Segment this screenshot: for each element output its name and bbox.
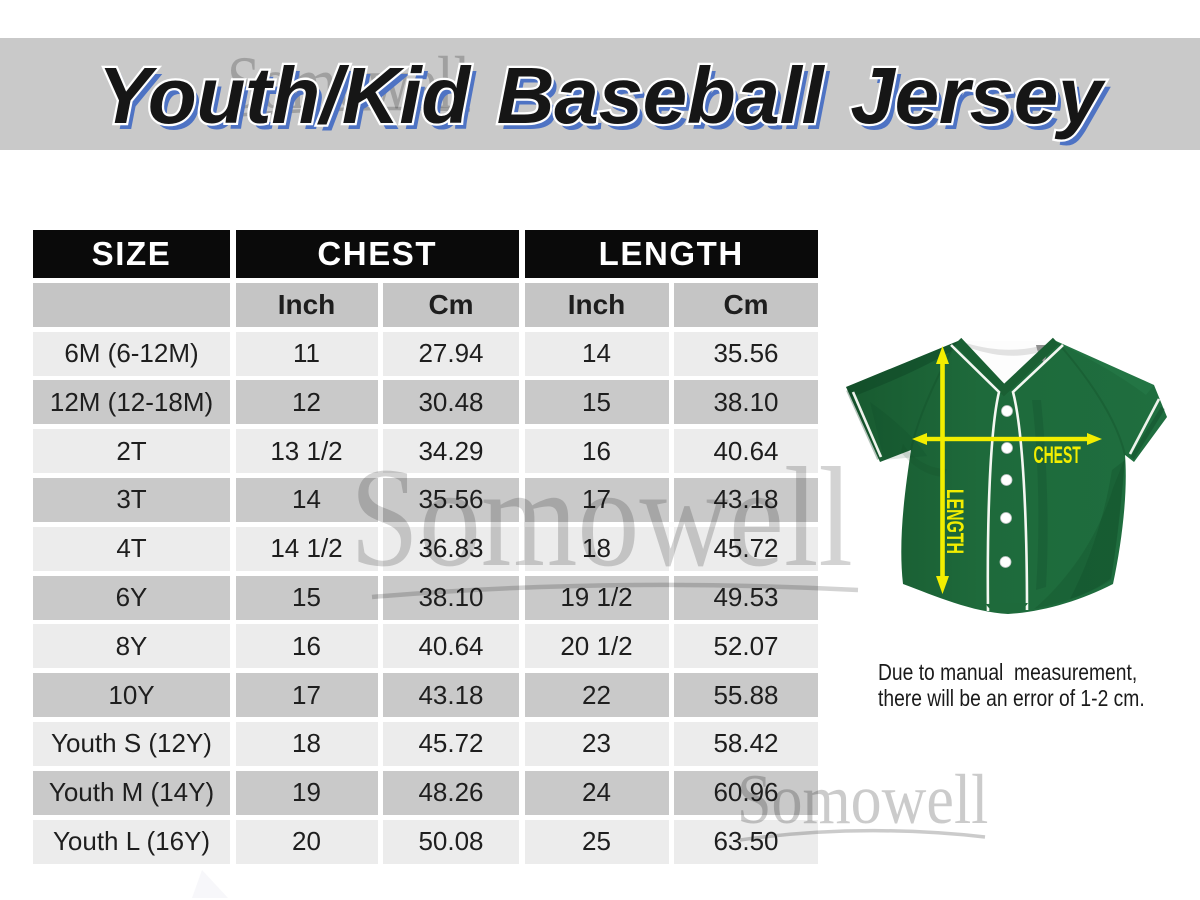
svg-text:LENGTH: LENGTH [941, 489, 968, 554]
svg-text:CHEST: CHEST [1034, 442, 1081, 469]
